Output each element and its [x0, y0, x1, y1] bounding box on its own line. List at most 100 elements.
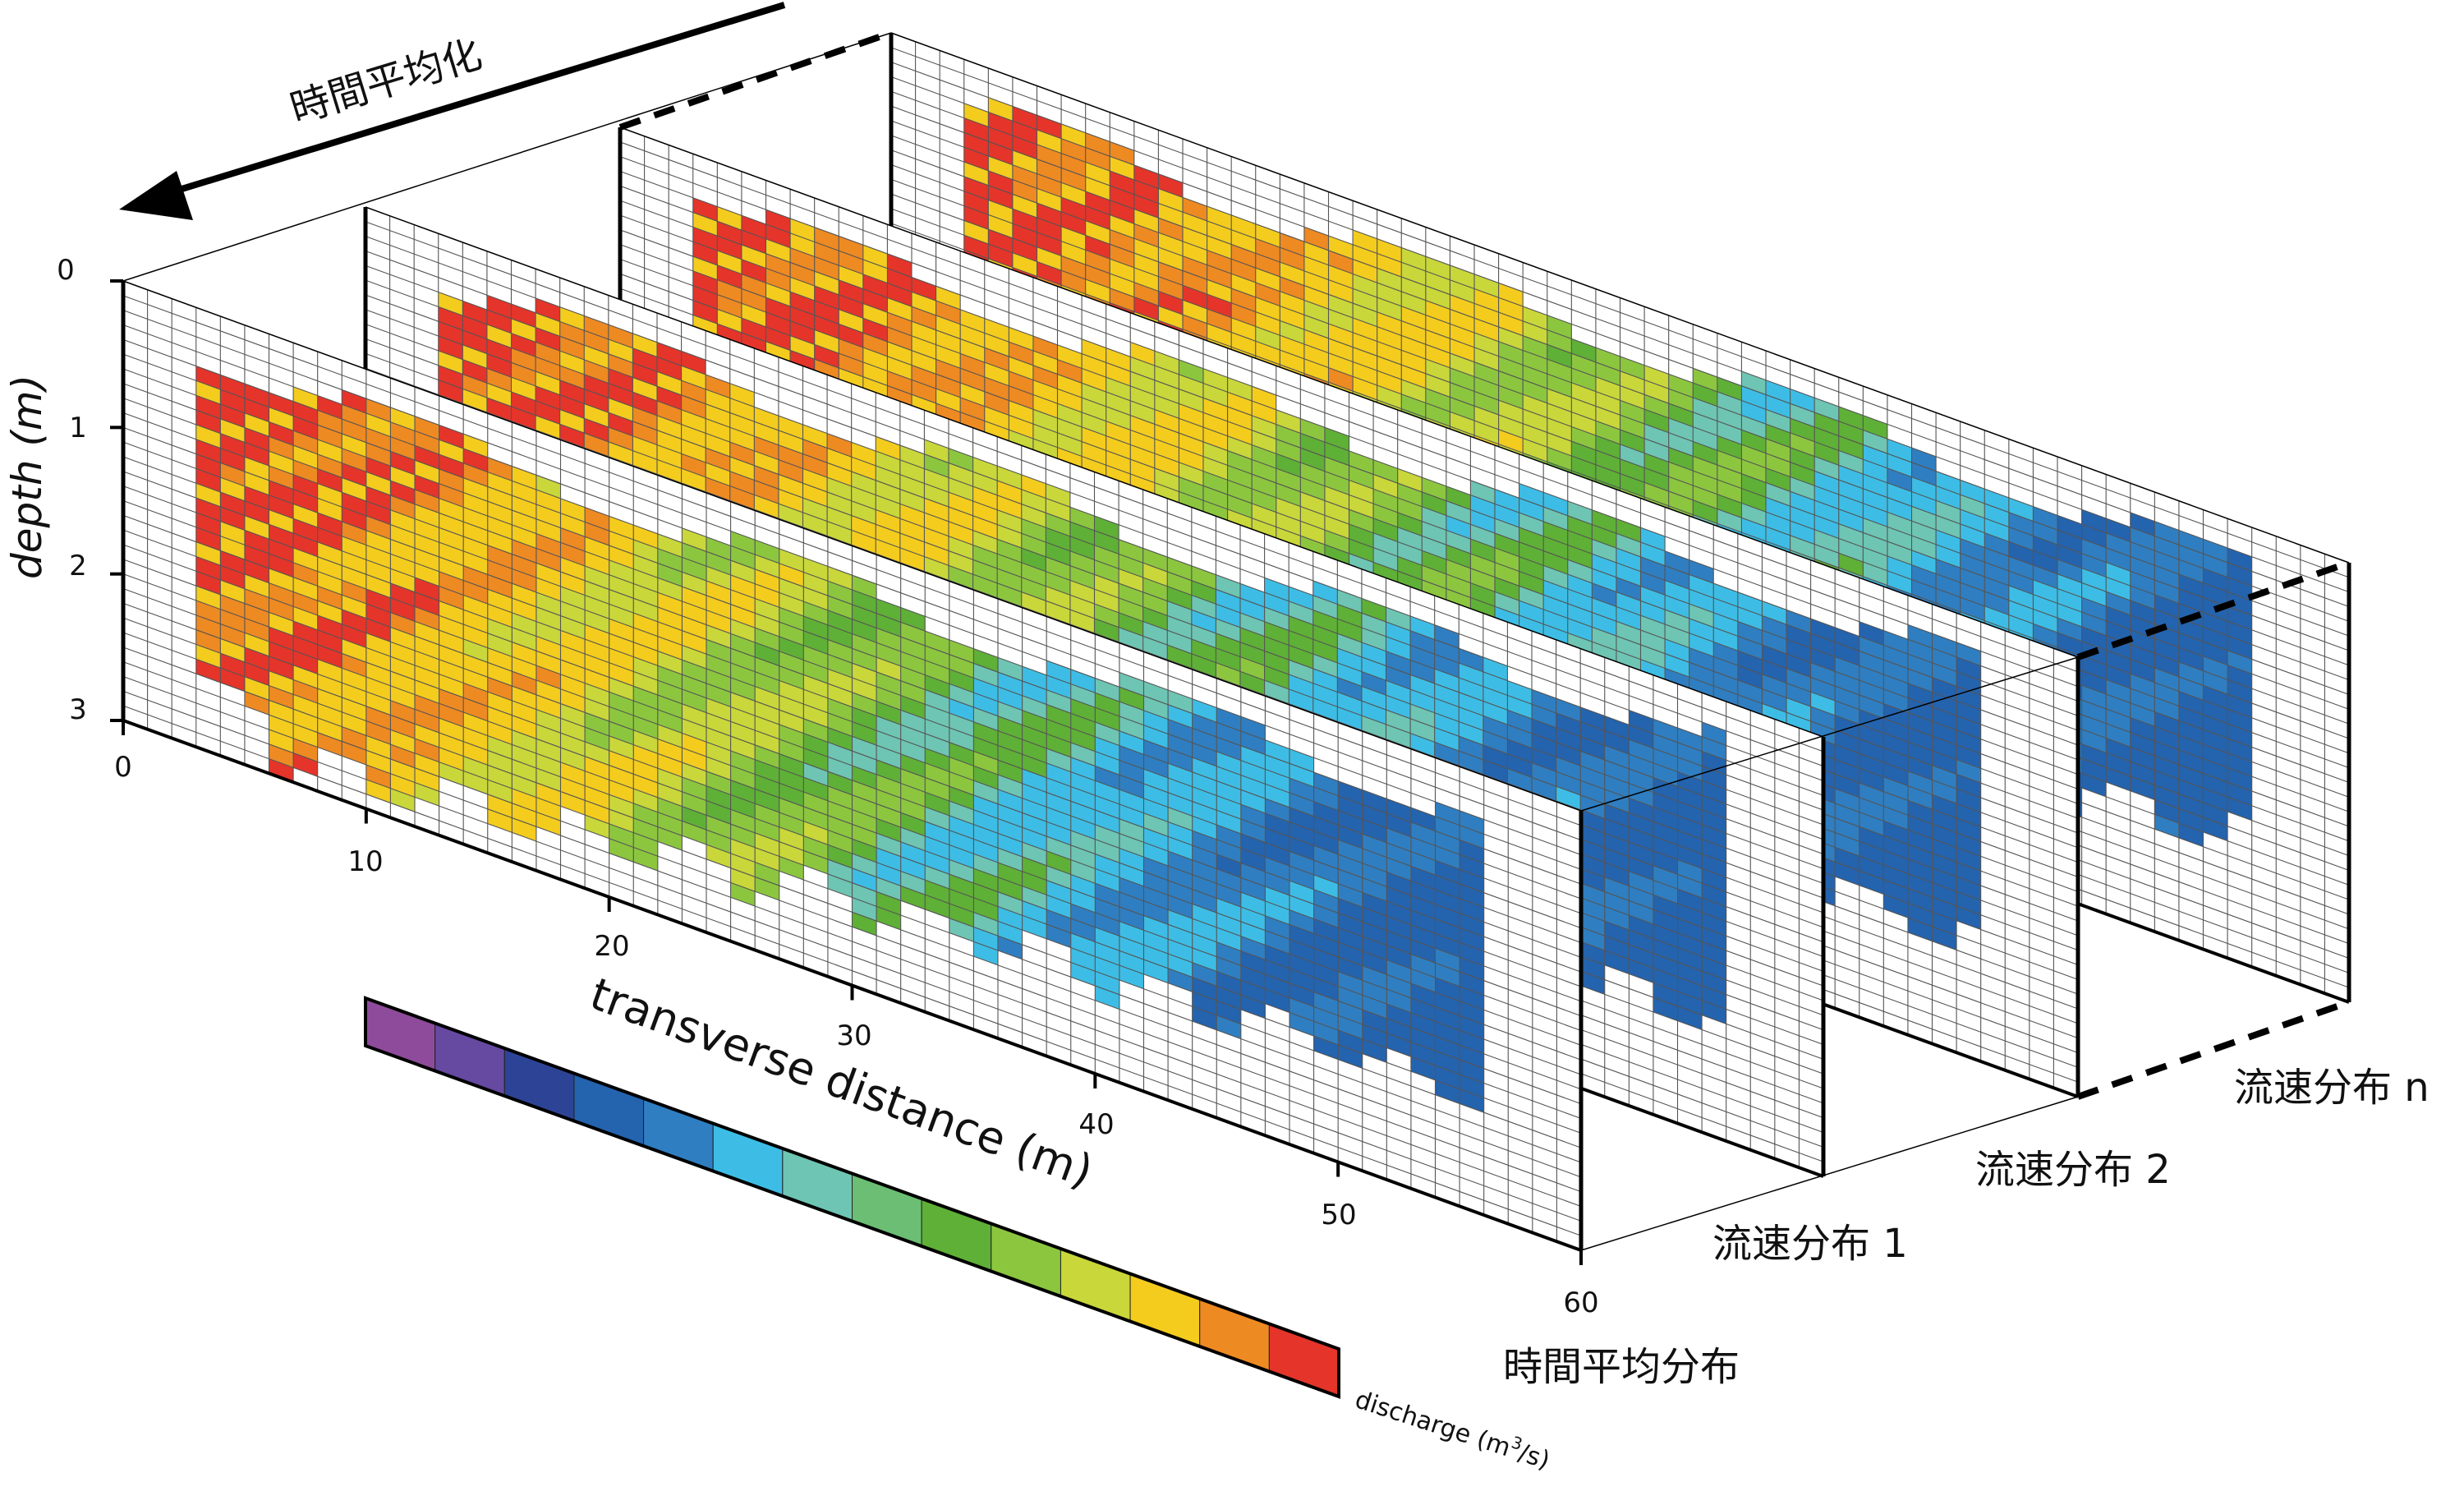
discharge-cell [1069, 595, 1095, 619]
discharge-cell [1032, 394, 1058, 418]
discharge-cell [988, 141, 1013, 165]
discharge-cell [1483, 745, 1508, 769]
discharge-cell [1119, 921, 1144, 946]
discharge-cell [852, 721, 877, 746]
discharge-cell [2130, 556, 2155, 580]
discharge-cell [657, 709, 683, 734]
discharge-cell [1252, 386, 1276, 410]
discharge-cell [1741, 444, 1766, 468]
discharge-cell [1362, 950, 1387, 975]
discharge-cell [317, 571, 342, 596]
discharge-cell [1498, 312, 1524, 336]
discharge-cell [244, 573, 269, 598]
discharge-cell [657, 739, 683, 763]
discharge-cell [803, 762, 828, 786]
discharge-cell [633, 583, 658, 607]
discharge-cell [827, 521, 852, 545]
discharge-cell [1592, 509, 1616, 534]
discharge-cell [827, 859, 853, 883]
discharge-cell [585, 507, 609, 532]
discharge-cell [682, 688, 706, 713]
discharge-cell [1790, 403, 1815, 427]
discharge-cell [1280, 320, 1304, 344]
discharge-cell [960, 397, 985, 421]
discharge-cell [1689, 618, 1714, 642]
discharge-cell [1216, 722, 1241, 746]
discharge-cell [2227, 635, 2252, 660]
discharge-cell [1859, 621, 1884, 646]
discharge-cell [925, 660, 949, 684]
discharge-cell [2154, 770, 2179, 794]
discharge-cell [706, 639, 731, 663]
discharge-cell [1313, 933, 1339, 957]
discharge-cell [487, 516, 513, 540]
discharge-cell [730, 706, 756, 730]
discharge-cell [1887, 497, 1912, 522]
discharge-cell [1070, 845, 1096, 869]
discharge-cell [2033, 521, 2057, 545]
discharge-cell [1046, 836, 1071, 860]
discharge-cell [1353, 317, 1377, 342]
discharge-cell [681, 468, 706, 492]
discharge-cell [1410, 718, 1435, 743]
discharge-cell [1702, 736, 1726, 761]
discharge-cell [1191, 610, 1216, 633]
discharge-cell [1689, 633, 1714, 657]
discharge-cell [585, 536, 609, 560]
discharge-cell [195, 512, 221, 536]
discharge-cell [1300, 491, 1325, 516]
discharge-cell [778, 489, 803, 513]
discharge-cell [1668, 403, 1694, 427]
discharge-cell [1168, 968, 1193, 992]
discharge-cell [1907, 918, 1933, 941]
x-tick-label: 20 [594, 930, 629, 963]
discharge-cell [1082, 338, 1106, 363]
discharge-cell [1713, 671, 1738, 695]
discharge-cell [536, 400, 560, 425]
discharge-cell [1265, 754, 1289, 779]
discharge-cell [1401, 365, 1426, 389]
discharge-cell [1410, 808, 1436, 831]
discharge-cell [1410, 615, 1435, 640]
discharge-cell [1911, 506, 1937, 530]
discharge-cell [1207, 323, 1232, 347]
discharge-cell [1353, 376, 1377, 400]
discharge-cell [949, 463, 973, 487]
discharge-cell [2227, 665, 2252, 689]
discharge-cell [463, 712, 488, 736]
discharge-cell [1231, 214, 1256, 239]
discharge-cell [2106, 591, 2131, 615]
discharge-cell [1303, 285, 1329, 310]
discharge-cell [609, 692, 634, 716]
discharge-cell [730, 794, 756, 818]
discharge-cell [244, 412, 269, 437]
discharge-cell [1547, 329, 1572, 354]
discharge-cell [536, 312, 560, 337]
discharge-cell [1460, 1059, 1484, 1084]
discharge-cell [1362, 789, 1387, 814]
discharge-cell [269, 539, 294, 563]
discharge-cell [1470, 539, 1495, 563]
discharge-cell [988, 185, 1013, 209]
discharge-cell [536, 548, 561, 572]
discharge-cell [1810, 662, 1836, 687]
discharge-cell [609, 531, 634, 555]
discharge-cell [1956, 817, 1981, 842]
discharge-cell [1677, 874, 1703, 898]
discharge-cell [1543, 565, 1568, 589]
discharge-cell [1689, 662, 1714, 686]
discharge-cell [925, 895, 949, 918]
discharge-cell [827, 742, 853, 766]
discharge-cell [2227, 679, 2252, 703]
discharge-cell [2203, 715, 2228, 739]
discharge-cell [1835, 671, 1859, 695]
discharge-cell [1907, 639, 1933, 663]
discharge-cell [559, 424, 585, 448]
discharge-cell [2227, 723, 2252, 748]
discharge-cell [1265, 974, 1289, 998]
discharge-cell [1338, 898, 1363, 923]
discharge-cell [1386, 695, 1411, 719]
discharge-cell [1265, 827, 1289, 852]
discharge-cell [924, 541, 949, 566]
discharge-cell [912, 277, 936, 301]
